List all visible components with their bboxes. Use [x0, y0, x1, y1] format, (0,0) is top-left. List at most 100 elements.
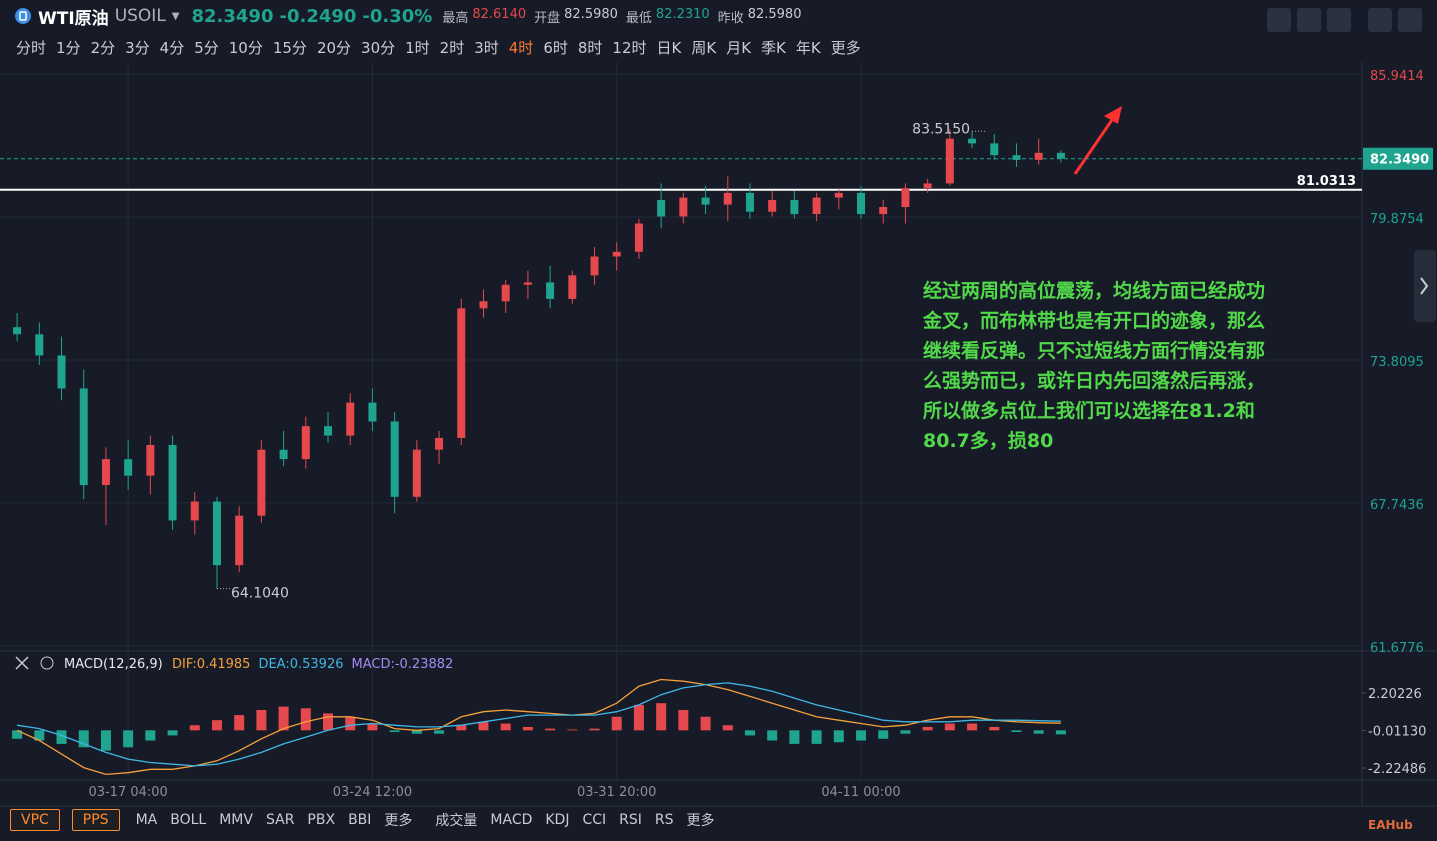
- indicator-item[interactable]: RSI: [619, 812, 642, 828]
- timeframe[interactable]: 分时: [16, 38, 47, 57]
- indicator-item[interactable]: KDJ: [545, 812, 570, 828]
- indicator-item[interactable]: 更多: [686, 813, 715, 829]
- macd-bar: [234, 715, 245, 731]
- timeframe[interactable]: 30分: [361, 38, 396, 57]
- overlay-item[interactable]: MMV: [219, 812, 253, 828]
- macd-bar: [1055, 730, 1066, 735]
- candle-body: [679, 197, 688, 217]
- stat-label: 最低: [625, 10, 652, 26]
- timeframe[interactable]: 6时: [543, 38, 568, 57]
- timeframe[interactable]: 4分: [159, 38, 185, 57]
- timeframe[interactable]: 15分: [272, 38, 307, 57]
- tool-button[interactable]: [1267, 8, 1291, 32]
- timeframe[interactable]: 5分: [194, 38, 219, 57]
- timeframe[interactable]: 1分: [56, 38, 81, 57]
- overlay-item[interactable]: SAR: [265, 812, 295, 828]
- candle-body: [324, 426, 333, 436]
- timeframe[interactable]: 2分: [90, 38, 116, 57]
- marker-label: 64.1040: [231, 586, 289, 602]
- symbol-code[interactable]: USOIL: [114, 6, 166, 26]
- tool-button[interactable]: [1327, 8, 1351, 32]
- settings-icon[interactable]: [40, 656, 54, 670]
- stat-value: 82.5980: [747, 6, 802, 22]
- stat-value: 82.2310: [655, 6, 710, 22]
- timeframe[interactable]: 月K: [726, 38, 752, 57]
- timeframe[interactable]: 年K: [795, 38, 821, 57]
- indicator-item[interactable]: 成交量: [435, 813, 478, 829]
- timeframe[interactable]: 季K: [761, 38, 786, 57]
- candle-body: [190, 501, 199, 521]
- candle-body: [390, 421, 399, 497]
- macd-bar: [12, 730, 23, 739]
- overlay-item[interactable]: BBI: [348, 812, 372, 828]
- candle-body: [124, 459, 133, 476]
- candle-body: [834, 192, 843, 198]
- overlay-item[interactable]: MA: [135, 812, 158, 828]
- tool-button[interactable]: [1297, 8, 1321, 32]
- timeframe[interactable]: 20分: [316, 38, 352, 57]
- timeframe[interactable]: 周K: [691, 38, 717, 57]
- macd-bar: [922, 726, 933, 731]
- indicator-item[interactable]: CCI: [582, 812, 607, 828]
- candle-body: [968, 138, 977, 144]
- close-icon[interactable]: [15, 656, 29, 670]
- side-toggle-icon: [1420, 277, 1429, 295]
- macd-line: [16, 678, 1061, 776]
- price-line-label: 81.0313: [1297, 174, 1356, 189]
- timeframe[interactable]: 3分: [125, 38, 150, 57]
- macd-bar: [167, 730, 178, 736]
- x-tick-label: 03-17 04:00: [88, 785, 167, 800]
- overlay-item[interactable]: BOLL: [170, 812, 207, 828]
- indicator-item[interactable]: RS: [654, 812, 674, 828]
- macd-legend-icons: [15, 656, 54, 670]
- y-tick-label: -0.01130: [1368, 725, 1426, 740]
- close-button[interactable]: [1398, 8, 1422, 32]
- fullscreen-button[interactable]: [1368, 8, 1392, 32]
- timeframe[interactable]: 3时: [474, 38, 499, 57]
- timeframe[interactable]: 10分: [228, 38, 263, 57]
- y-tick-label: 73.8095: [1370, 355, 1424, 370]
- note-line: 经过两周的高位震荡，均线方面已经成功: [923, 280, 1266, 302]
- timeframe[interactable]: 更多: [830, 38, 861, 57]
- timeframe[interactable]: 2时: [439, 38, 465, 57]
- candle-body: [479, 301, 488, 309]
- candle-body: [235, 515, 244, 566]
- timeframe[interactable]: 日K: [656, 38, 682, 57]
- annotation-arrowhead: [1104, 106, 1122, 124]
- candle-body: [745, 192, 754, 212]
- macd-bar: [411, 730, 422, 734]
- overlay-toggle[interactable]: VPC: [10, 809, 60, 831]
- overlay-toggle[interactable]: PPS: [71, 809, 120, 831]
- x-tick-label: 03-24 12:00: [333, 785, 412, 800]
- note-line: 所以做多点位上我们可以选择在81.2和: [923, 400, 1255, 422]
- chart-tools: [1267, 8, 1351, 32]
- y-tick-label: 61.6776: [1370, 641, 1424, 656]
- candle-body: [13, 327, 22, 335]
- side-toggle[interactable]: [1414, 250, 1436, 322]
- symbol-caret[interactable]: ▼: [171, 10, 180, 22]
- timeframe[interactable]: 12时: [612, 38, 647, 57]
- candle-body: [35, 334, 44, 356]
- candle-body: [546, 282, 555, 299]
- overlay-item[interactable]: PBX: [307, 812, 336, 828]
- brand: EAHub: [1368, 818, 1413, 832]
- candle-body: [723, 192, 732, 205]
- macd-bar: [300, 708, 311, 731]
- candle-body: [812, 197, 821, 215]
- candle-body: [990, 143, 999, 156]
- macd-bar: [967, 723, 978, 731]
- indicator-bar: VPC PPS MA BOLL MMV SAR PBX BBI 更多 成交量 MACD KDJ CCI R…: [10, 807, 728, 833]
- candle-body: [945, 138, 954, 184]
- marker-label: 83.5150: [912, 121, 970, 137]
- candle-body: [790, 199, 799, 215]
- indicator-item[interactable]: MACD: [490, 812, 533, 828]
- macd-bar: [878, 730, 889, 739]
- timeframe[interactable]: 4时: [508, 38, 534, 57]
- timeframe[interactable]: 8时: [577, 38, 603, 57]
- candle-body: [257, 449, 266, 516]
- price-change: -0.2490: [279, 5, 357, 27]
- overlay-item[interactable]: 更多: [384, 813, 413, 829]
- timeframe[interactable]: 1时: [405, 38, 430, 57]
